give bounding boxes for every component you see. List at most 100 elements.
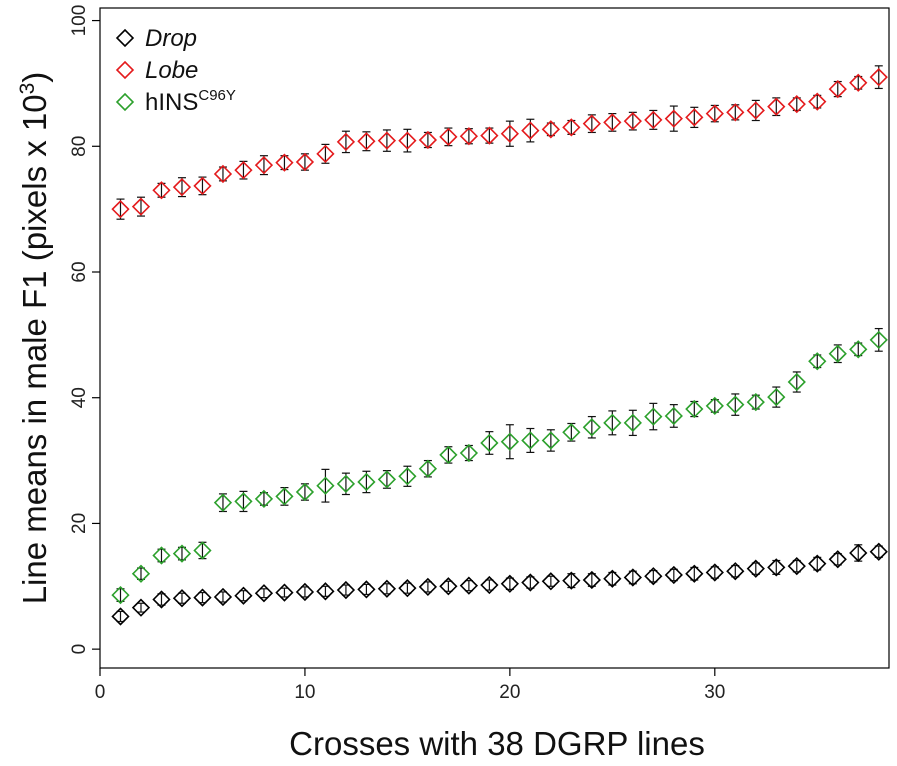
data-point — [500, 124, 520, 143]
data-point — [254, 489, 274, 509]
y-axis-title: Line means in male F1 (pixels x 103) — [16, 72, 53, 605]
data-point — [316, 582, 335, 601]
data-point — [357, 472, 376, 492]
data-point — [685, 399, 704, 419]
y-tick-label: 20 — [69, 513, 90, 534]
data-point — [234, 586, 253, 605]
data-point — [828, 550, 847, 569]
data-point — [767, 97, 786, 116]
data-point — [726, 103, 745, 122]
data-point — [439, 127, 458, 146]
data-point — [275, 153, 294, 172]
data-point — [152, 590, 171, 609]
data-point — [726, 562, 745, 581]
data-point — [787, 557, 806, 576]
data-point — [521, 431, 540, 450]
y-tick-label: 80 — [69, 136, 90, 157]
data-point — [582, 114, 601, 133]
data-point — [418, 577, 438, 597]
data-point — [541, 572, 560, 591]
data-point — [705, 563, 724, 582]
data-point — [336, 132, 356, 152]
legend-label: Lobe — [145, 57, 198, 84]
data-point — [193, 541, 212, 560]
data-point — [644, 567, 663, 586]
data-point — [295, 482, 315, 502]
y-axis: 0 20 40 60 80 100 — [69, 5, 100, 654]
data-point — [582, 418, 601, 437]
series-drop — [111, 542, 888, 626]
data-point — [254, 156, 274, 175]
data-point — [357, 580, 376, 599]
data-point — [664, 109, 683, 128]
data-point — [849, 340, 868, 359]
data-point — [377, 131, 397, 150]
data-point — [849, 73, 868, 92]
data-point — [869, 330, 888, 350]
legend-marker — [115, 28, 135, 48]
series-layer — [111, 65, 888, 626]
data-point — [787, 95, 806, 114]
data-point — [664, 406, 683, 426]
data-point — [603, 113, 622, 132]
data-point — [152, 181, 171, 200]
data-point — [131, 598, 151, 617]
legend-label-text: Lobe — [145, 57, 198, 84]
data-point — [275, 487, 294, 506]
data-point — [746, 101, 765, 120]
data-point — [808, 92, 827, 111]
data-point — [767, 558, 786, 577]
data-point — [664, 565, 683, 585]
data-point — [726, 395, 745, 414]
y-axis-title-close: ) — [16, 72, 53, 83]
x-axis: 0 10 20 30 — [95, 668, 725, 703]
data-point — [869, 542, 888, 561]
data-point — [111, 200, 130, 219]
x-tick-label: 20 — [499, 682, 520, 703]
data-point — [541, 431, 560, 450]
data-point — [439, 445, 458, 465]
data-point — [828, 79, 847, 99]
data-point — [234, 492, 253, 511]
legend-label: Drop — [145, 25, 197, 52]
y-tick-label: 40 — [69, 387, 90, 408]
x-tick-label: 30 — [704, 682, 725, 703]
data-point — [357, 132, 376, 151]
data-point — [213, 493, 233, 512]
data-point — [418, 459, 438, 478]
data-point — [746, 559, 765, 578]
data-point — [562, 423, 581, 442]
data-point — [172, 589, 192, 608]
data-point — [295, 152, 315, 172]
data-point — [213, 164, 233, 184]
data-point — [172, 544, 192, 563]
data-point — [193, 176, 212, 196]
data-point — [316, 144, 335, 163]
y-tick-label: 100 — [69, 5, 90, 37]
data-point — [398, 467, 417, 486]
data-point — [439, 577, 458, 596]
data-point — [500, 432, 520, 451]
data-point — [459, 576, 479, 595]
data-point — [828, 344, 847, 363]
data-point — [623, 112, 642, 131]
data-point — [705, 396, 724, 416]
legend-marker — [115, 60, 135, 80]
data-point — [213, 587, 233, 607]
data-point — [685, 564, 704, 583]
data-point — [459, 127, 479, 146]
data-point — [172, 178, 192, 197]
data-point — [336, 474, 356, 493]
data-point — [808, 554, 827, 573]
legend-label-text: hINS — [145, 89, 198, 116]
data-point — [131, 564, 151, 583]
data-point — [705, 104, 724, 123]
data-point — [398, 579, 417, 598]
data-point — [398, 131, 417, 150]
data-point — [234, 161, 253, 180]
data-point — [521, 573, 540, 592]
data-point — [562, 571, 581, 590]
data-point — [500, 574, 520, 593]
series-hins — [111, 327, 888, 605]
